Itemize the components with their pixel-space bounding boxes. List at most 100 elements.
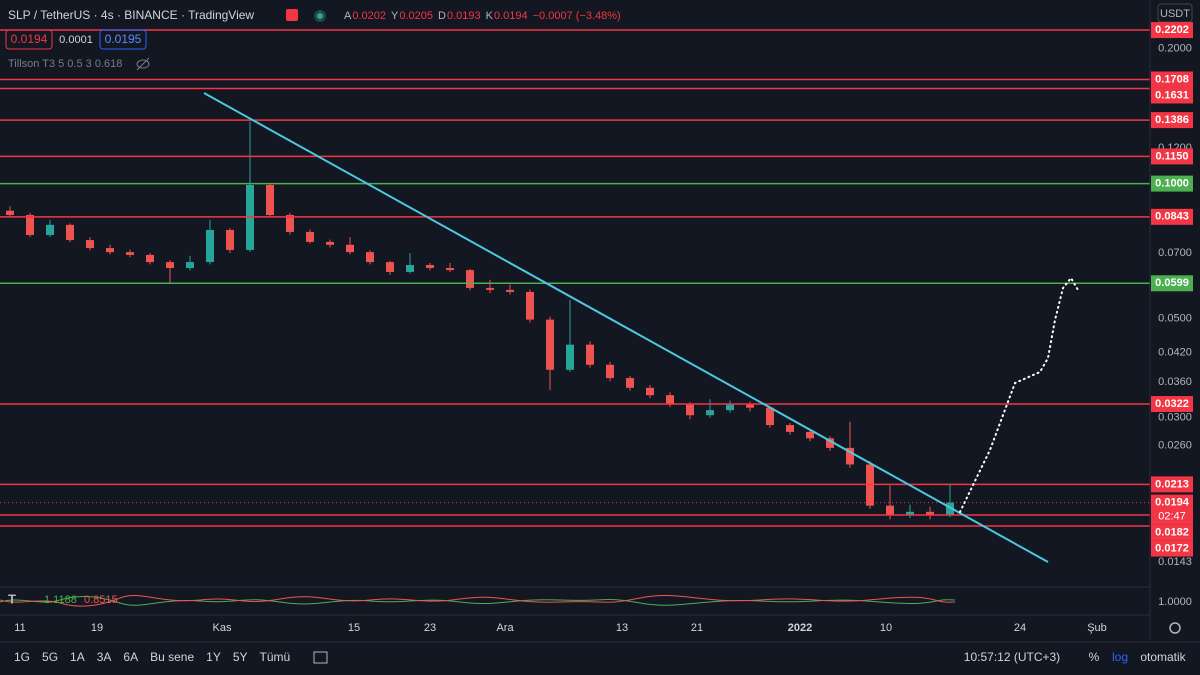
oscillator-line: [0, 595, 956, 606]
price-label-box: [1151, 396, 1193, 413]
plot: [0, 29, 1150, 527]
candle-body: [466, 270, 474, 288]
price-label-box: [1151, 148, 1193, 165]
candle-body: [606, 364, 614, 379]
price-label: 0.0599: [1155, 277, 1189, 289]
candle-body: [806, 431, 814, 439]
candle-body: [266, 184, 274, 215]
oscillator-value: 1.1188: [44, 594, 77, 606]
candle-body: [906, 511, 914, 516]
price-label: 0.0182: [1155, 526, 1189, 538]
range-button[interactable]: 1Y: [206, 650, 221, 664]
y-tick-label: 0.2000: [1158, 43, 1192, 55]
price-label-box: [1151, 112, 1193, 129]
price-label-box: [1151, 476, 1193, 493]
candle-body: [766, 407, 774, 426]
candle-body: [206, 229, 214, 263]
range-button[interactable]: 1G: [14, 650, 30, 664]
candle-body: [386, 262, 394, 272]
y-tick-label: 0.0260: [1158, 440, 1192, 452]
x-tick-label: 24: [1014, 622, 1026, 634]
candle-body: [566, 344, 574, 370]
x-tick-label: 19: [91, 622, 103, 634]
candle-body: [646, 387, 654, 396]
candle-body: [526, 291, 534, 320]
price-label-box: [1151, 494, 1193, 525]
candle-body: [786, 425, 794, 432]
candle-body: [626, 378, 634, 388]
clock: 10:57:12 (UTC+3): [964, 650, 1060, 664]
candle-body: [486, 287, 494, 290]
price-label: 0.1150: [1155, 150, 1188, 162]
price-label-box: [1151, 175, 1193, 192]
candle-body: [546, 319, 554, 370]
x-tick-label: Ara: [496, 622, 514, 634]
candle-body: [946, 502, 954, 516]
ohlc-key: D: [438, 10, 446, 22]
settings-icon[interactable]: [1169, 622, 1181, 634]
buy-box[interactable]: [99, 29, 147, 50]
x-tick-label: Şub: [1087, 622, 1107, 634]
candle-body: [406, 265, 414, 272]
y-tick-label: 0.0500: [1158, 312, 1192, 324]
candle-body: [886, 505, 894, 516]
countdown: 02:47: [1158, 510, 1186, 522]
price-label-box: [1151, 22, 1193, 39]
candle-body: [506, 289, 514, 292]
percent-toggle[interactable]: %: [1089, 650, 1100, 664]
x-tick-label: 2022: [788, 622, 812, 634]
candle-body: [306, 231, 314, 242]
replay-icon[interactable]: [313, 651, 328, 664]
y-tick-label: 0.0300: [1158, 412, 1192, 424]
candle-body: [426, 265, 434, 268]
hide-icon[interactable]: [136, 57, 150, 71]
auto-toggle[interactable]: otomatik: [1140, 650, 1186, 664]
ohlc-value: 0.0194: [494, 10, 528, 22]
range-button[interactable]: 1A: [70, 650, 85, 664]
range-button[interactable]: 3A: [97, 650, 112, 664]
candle-body: [6, 210, 14, 215]
price-label-box: [1151, 87, 1193, 104]
ohlc-value: 0.0193: [447, 10, 481, 22]
price-label: 0.2202: [1155, 24, 1189, 36]
range-button[interactable]: Bu sene: [150, 650, 194, 664]
candle-body: [46, 224, 54, 235]
range-button[interactable]: 5G: [42, 650, 58, 664]
oscillator-axis-label: 1.0000: [1158, 596, 1192, 608]
sell-box[interactable]: [5, 29, 53, 50]
currency-box: [1157, 3, 1193, 23]
candle-body: [86, 240, 94, 249]
price-label: 0.1000: [1155, 178, 1189, 190]
ohlc-change: −0.0007 (−3.48%): [533, 10, 621, 22]
candle-body: [926, 511, 934, 516]
candle-body: [726, 404, 734, 411]
candle-body: [366, 252, 374, 263]
y-tick-label: 0.0420: [1158, 346, 1192, 358]
candle-body: [66, 224, 74, 241]
price-label-box: [1151, 208, 1193, 225]
price-label-box: [1151, 540, 1193, 557]
candle-body: [186, 262, 194, 268]
range-button[interactable]: 6A: [123, 650, 138, 664]
flag-icon[interactable]: [286, 9, 298, 21]
candle-body: [226, 229, 234, 250]
tv-logo: T: [8, 591, 16, 606]
candle-body: [666, 395, 674, 405]
candle-body: [26, 214, 34, 235]
candle-body: [706, 410, 714, 416]
candle-body: [326, 241, 334, 245]
x-tick-label: 15: [348, 622, 360, 634]
price-label-box: [1151, 524, 1193, 541]
range-button[interactable]: 5Y: [233, 650, 248, 664]
candle-body: [746, 404, 754, 408]
oscillator-line: [0, 595, 956, 607]
range-button[interactable]: Tümü: [260, 650, 291, 664]
status-dot: [317, 13, 323, 19]
log-toggle[interactable]: log: [1112, 650, 1128, 664]
x-tick-label: Kas: [213, 622, 232, 634]
currency: USDT: [1160, 8, 1190, 20]
ohlc-value: 0.0202: [352, 10, 386, 22]
